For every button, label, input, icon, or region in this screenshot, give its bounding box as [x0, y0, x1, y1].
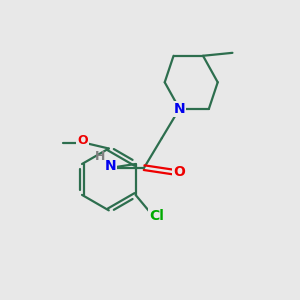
Text: H: H — [95, 150, 106, 163]
Text: O: O — [77, 134, 88, 147]
Text: Cl: Cl — [149, 208, 164, 223]
Text: N: N — [174, 102, 185, 116]
Text: O: O — [173, 165, 185, 179]
Text: N: N — [104, 159, 116, 173]
